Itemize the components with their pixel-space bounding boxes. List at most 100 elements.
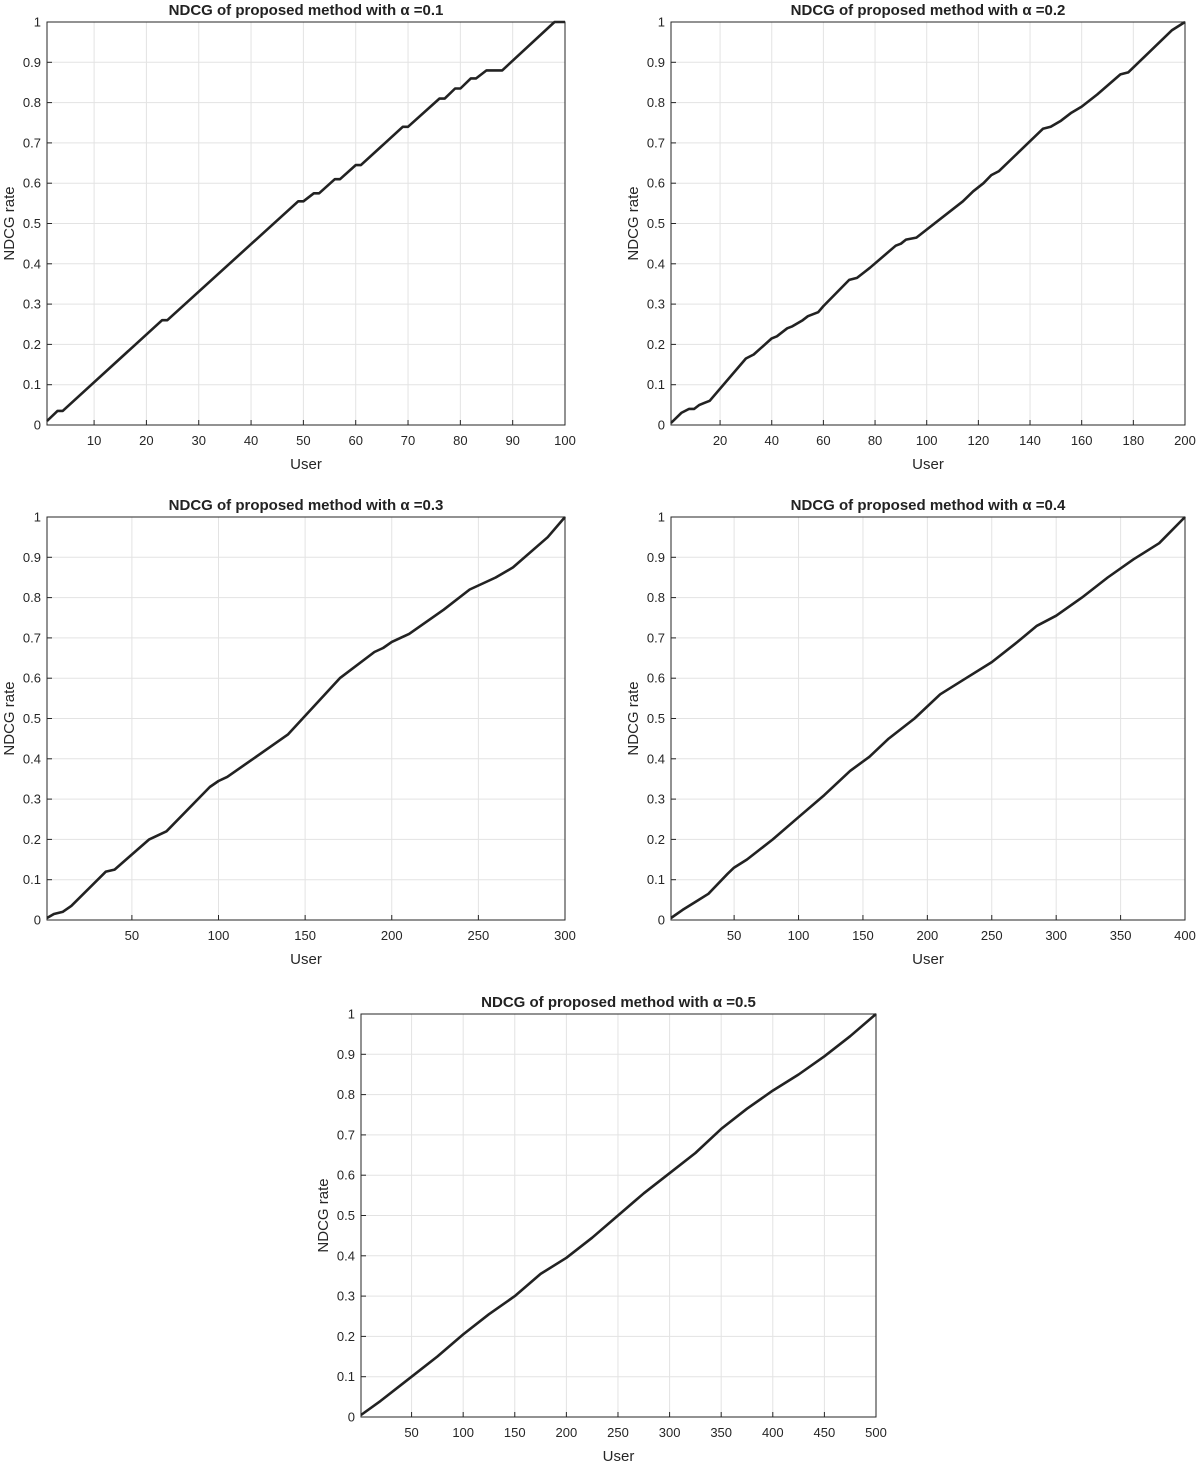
y-tick-label: 0.1 — [647, 377, 665, 392]
x-tick-label: 350 — [710, 1425, 732, 1440]
y-tick-label: 0.2 — [647, 337, 665, 352]
chart-title: NDCG of proposed method with α =0.2 — [791, 2, 1066, 19]
y-tick-label: 0.3 — [647, 297, 665, 312]
ndcg-series-line — [46, 516, 566, 920]
x-tick-label: 10 — [87, 433, 101, 448]
y-tick-label: 0.5 — [647, 216, 665, 231]
y-axis-label: NDCG rate — [625, 186, 642, 260]
x-axis-label: User — [290, 951, 322, 968]
x-tick-label: 50 — [727, 928, 741, 943]
y-tick-label: 0.6 — [23, 176, 41, 191]
y-tick-label: 0.6 — [337, 1168, 355, 1183]
x-tick-label: 30 — [192, 433, 206, 448]
y-tick-label: 0.9 — [647, 550, 665, 565]
y-tick-label: 0 — [34, 418, 41, 433]
y-axis-label: NDCG rate — [1, 681, 18, 755]
x-tick-label: 200 — [556, 1425, 578, 1440]
y-tick-label: 0.9 — [23, 55, 41, 70]
x-tick-label: 160 — [1071, 433, 1093, 448]
x-tick-label: 60 — [348, 433, 362, 448]
y-tick-label: 0.8 — [23, 590, 41, 605]
y-tick-label: 0.9 — [647, 55, 665, 70]
x-tick-label: 80 — [453, 433, 467, 448]
x-tick-label: 400 — [1174, 928, 1196, 943]
y-tick-label: 0.6 — [647, 671, 665, 686]
y-tick-label: 0.7 — [337, 1127, 355, 1142]
x-tick-label: 200 — [917, 928, 939, 943]
y-axis-label: NDCG rate — [625, 681, 642, 755]
x-axis-label: User — [912, 951, 944, 968]
y-tick-label: 0.7 — [647, 135, 665, 150]
x-tick-label: 100 — [788, 928, 810, 943]
y-tick-label: 0.8 — [647, 95, 665, 110]
x-tick-label: 20 — [139, 433, 153, 448]
chart-title: NDCG of proposed method with α =0.3 — [169, 497, 444, 514]
y-tick-label: 0.6 — [647, 176, 665, 191]
y-tick-label: 0.5 — [337, 1208, 355, 1223]
x-tick-label: 60 — [816, 433, 830, 448]
chart-panel-alpha-0-2: 20 40 60 80 100 120 140 160 180 200 0 0.1 0.2 0.3 0.4 0… — [625, 2, 1196, 473]
y-tick-label: 0.2 — [337, 1329, 355, 1344]
x-tick-label: 180 — [1122, 433, 1144, 448]
x-axis-label: User — [290, 456, 322, 473]
x-tick-label: 50 — [125, 928, 139, 943]
y-axis-label: NDCG rate — [1, 186, 18, 260]
y-tick-label: 0 — [348, 1410, 355, 1425]
y-tick-label: 0.6 — [23, 671, 41, 686]
chart-panel-alpha-0-1: 10 20 30 40 50 60 70 80 90 100 0 0.1 0.2 0.3 0.4 0.5 0.6… — [1, 2, 576, 473]
ndcg-series-line — [360, 1013, 877, 1417]
x-tick-label: 40 — [764, 433, 778, 448]
y-tick-label: 0.4 — [337, 1248, 355, 1263]
y-tick-label: 0.3 — [337, 1289, 355, 1304]
x-tick-label: 250 — [607, 1425, 629, 1440]
x-tick-label: 200 — [381, 928, 403, 943]
y-tick-label: 0.3 — [647, 792, 665, 807]
y-tick-label: 0.7 — [23, 630, 41, 645]
x-tick-label: 300 — [659, 1425, 681, 1440]
y-tick-label: 0.7 — [23, 135, 41, 150]
y-tick-label: 0.8 — [337, 1087, 355, 1102]
y-axis-label: NDCG rate — [315, 1178, 332, 1252]
x-tick-label: 50 — [404, 1425, 418, 1440]
x-tick-label: 100 — [452, 1425, 474, 1440]
x-tick-label: 150 — [852, 928, 874, 943]
y-tick-label: 0.7 — [647, 630, 665, 645]
x-tick-label: 140 — [1019, 433, 1041, 448]
x-tick-label: 100 — [916, 433, 938, 448]
x-tick-label: 500 — [865, 1425, 887, 1440]
x-tick-label: 250 — [468, 928, 490, 943]
x-tick-label: 150 — [504, 1425, 526, 1440]
x-tick-label: 120 — [968, 433, 990, 448]
y-tick-label: 0.5 — [23, 216, 41, 231]
ndcg-series-line — [670, 20, 1186, 424]
y-tick-label: 0.9 — [23, 550, 41, 565]
x-axis-label: User — [603, 1448, 635, 1465]
x-tick-label: 150 — [294, 928, 316, 943]
y-tick-label: 1 — [658, 510, 665, 525]
x-tick-label: 80 — [868, 433, 882, 448]
chart-panel-alpha-0-5: 50 100 150 200 250 300 350 400 450 500 0 0.1 0.2 0.3 0… — [315, 994, 887, 1465]
chart-title: NDCG of proposed method with α =0.5 — [481, 994, 756, 1011]
y-tick-label: 0.4 — [647, 256, 665, 271]
x-tick-label: 90 — [505, 433, 519, 448]
x-tick-label: 200 — [1174, 433, 1196, 448]
chart-title: NDCG of proposed method with α =0.1 — [169, 2, 444, 19]
y-tick-label: 0.3 — [23, 297, 41, 312]
x-tick-label: 400 — [762, 1425, 784, 1440]
chart-title: NDCG of proposed method with α =0.4 — [791, 497, 1066, 514]
y-tick-label: 0.1 — [23, 377, 41, 392]
y-tick-label: 1 — [348, 1007, 355, 1022]
x-tick-label: 300 — [554, 928, 576, 943]
x-tick-label: 250 — [981, 928, 1003, 943]
y-tick-label: 0 — [658, 913, 665, 928]
x-tick-label: 100 — [208, 928, 230, 943]
y-tick-label: 0.5 — [647, 711, 665, 726]
x-axis-label: User — [912, 456, 944, 473]
y-tick-label: 0.2 — [23, 832, 41, 847]
y-tick-label: 0.4 — [23, 751, 41, 766]
y-tick-label: 1 — [34, 510, 41, 525]
y-tick-label: 0.1 — [337, 1369, 355, 1384]
y-tick-label: 0.2 — [23, 337, 41, 352]
y-tick-label: 0.8 — [647, 590, 665, 605]
